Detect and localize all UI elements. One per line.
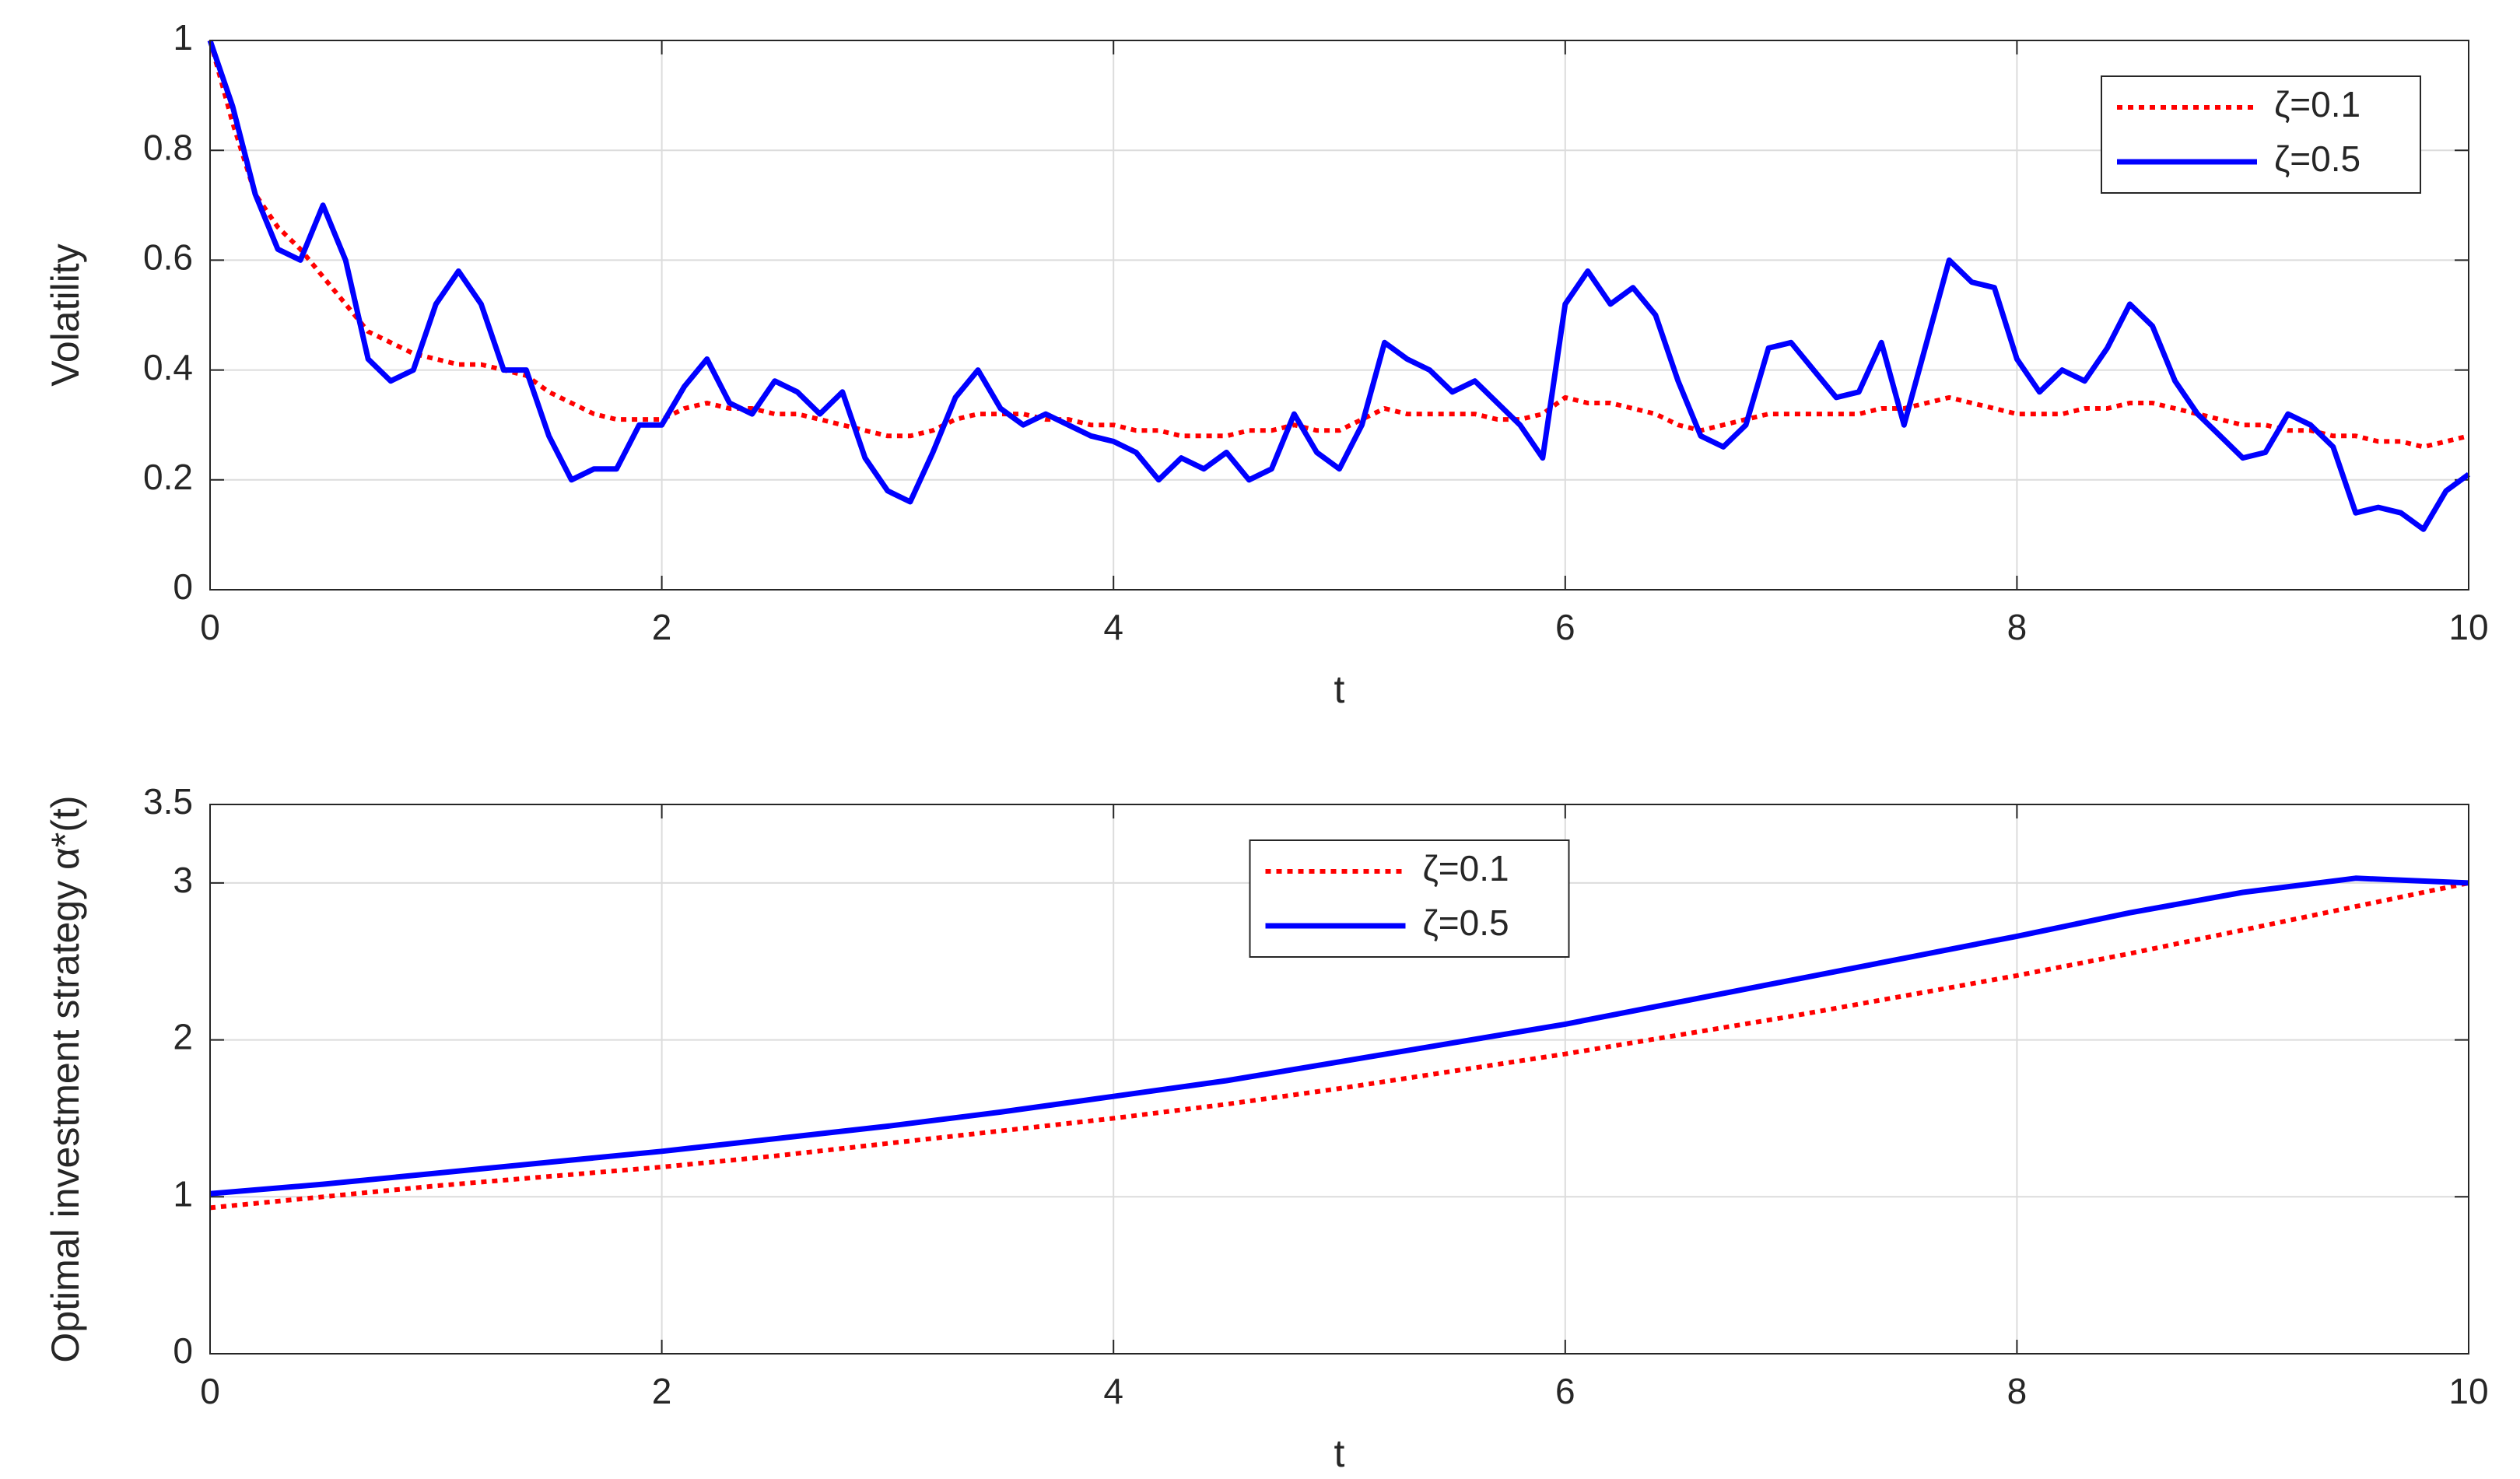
x-tick-label: 0 bbox=[200, 607, 220, 647]
x-tick-label: 0 bbox=[200, 1371, 220, 1411]
legend-label: ζ=0.5 bbox=[1423, 902, 1509, 943]
legend-label: ζ=0.5 bbox=[2274, 138, 2361, 179]
y-tick-label: 0.2 bbox=[143, 457, 193, 497]
y-tick-label: 2 bbox=[173, 1017, 193, 1057]
y-tick-label: 3 bbox=[173, 860, 193, 900]
legend-label: ζ=0.1 bbox=[1423, 848, 1509, 888]
series-line bbox=[209, 875, 2469, 1197]
x-axis-label: t bbox=[1334, 1432, 1345, 1475]
legend-label: ζ=0.1 bbox=[2274, 84, 2361, 124]
x-tick-label: 4 bbox=[1103, 1371, 1123, 1411]
series-line bbox=[209, 880, 2469, 1211]
y-tick-label: 1 bbox=[173, 1173, 193, 1214]
x-axis-label: t bbox=[1334, 668, 1345, 711]
axes-box bbox=[209, 40, 2469, 591]
y-axis-label: Optimal investment strategy α*(t) bbox=[44, 795, 87, 1362]
series-line bbox=[207, 39, 2471, 532]
legend-box bbox=[2101, 75, 2421, 194]
x-tick-label: 10 bbox=[2448, 607, 2488, 647]
y-tick-label: 0 bbox=[173, 1330, 193, 1371]
x-tick-label: 6 bbox=[1555, 607, 1575, 647]
x-tick-label: 8 bbox=[2007, 607, 2028, 647]
y-tick-label: 0 bbox=[173, 566, 193, 607]
y-tick-label: 3.5 bbox=[143, 781, 193, 822]
x-tick-label: 8 bbox=[2007, 1371, 2028, 1411]
y-tick-label: 1 bbox=[173, 17, 193, 58]
y-axis-label: Volatility bbox=[44, 244, 87, 386]
x-tick-label: 10 bbox=[2448, 1371, 2488, 1411]
x-tick-label: 6 bbox=[1555, 1371, 1575, 1411]
y-tick-label: 0.6 bbox=[143, 237, 193, 278]
x-tick-label: 4 bbox=[1103, 607, 1123, 647]
axes-box bbox=[209, 804, 2469, 1355]
series-line bbox=[208, 40, 2469, 450]
legend-box bbox=[1249, 839, 1570, 958]
x-tick-label: 2 bbox=[652, 607, 672, 647]
y-tick-label: 0.8 bbox=[143, 127, 193, 167]
plot-area bbox=[210, 40, 2469, 590]
x-tick-label: 2 bbox=[652, 1371, 672, 1411]
y-tick-label: 0.4 bbox=[143, 347, 193, 387]
